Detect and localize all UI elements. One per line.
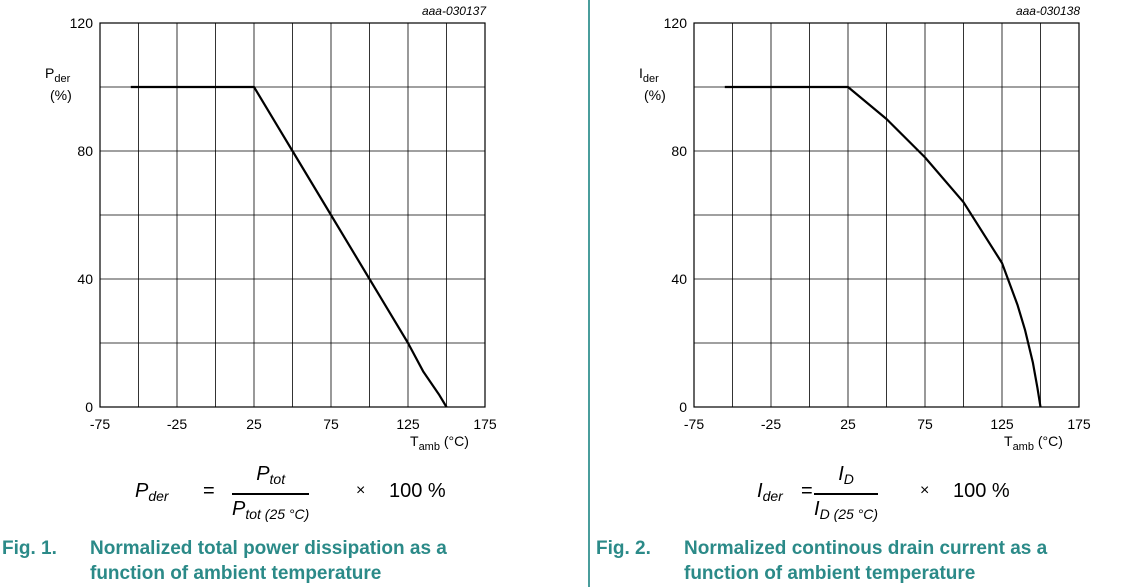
figure-code: aaa-030137: [422, 4, 487, 18]
x-tick-label: -75: [684, 416, 704, 432]
series-line: [130, 85, 448, 408]
y-tick-label: 0: [679, 399, 687, 415]
formula-equals: =: [801, 480, 813, 502]
formula-times: ×: [920, 482, 930, 499]
figure-caption: Fig. 2. Normalized continous drain curre…: [596, 537, 1122, 587]
figure-code: aaa-030138: [1016, 4, 1080, 18]
x-tick-label: -25: [167, 416, 187, 432]
caption-line-1: Normalized total power dissipation as a: [90, 538, 447, 559]
caption-line-1: Normalized continous drain current as a: [684, 538, 1048, 559]
x-tick-label: 25: [840, 416, 856, 432]
x-tick-label: -75: [90, 416, 110, 432]
y-tick-label: 40: [671, 271, 687, 287]
caption-line-2: function of ambient temperature: [90, 563, 382, 584]
plot-frame: [99, 22, 486, 408]
fraction-bar: [232, 493, 310, 495]
y-tick-label: 80: [77, 143, 93, 159]
y-axis-label: Pder: [45, 65, 71, 85]
y-tick-label: 0: [85, 399, 93, 415]
series-line: [724, 85, 1042, 408]
y-axis-unit: (%): [644, 87, 666, 103]
formula-percent: 100 %: [953, 480, 1010, 502]
x-tick-label: -25: [761, 416, 781, 432]
x-tick-label: 75: [917, 416, 933, 432]
formula-equals: =: [203, 480, 215, 502]
formula: Pder: [135, 480, 169, 504]
figure-caption: Fig. 1. Normalized total power dissipati…: [2, 537, 582, 587]
plot-area: [99, 22, 486, 408]
y-tick-label: 120: [664, 15, 688, 31]
y-axis-unit: (%): [50, 87, 72, 103]
plot-frame: [693, 22, 1080, 408]
formula-numerator: Ptot: [256, 463, 286, 487]
x-tick-label: 125: [396, 416, 420, 432]
chart-1: aaa-030137 Pder (%) Tamb (°C) -75 -25 25 75…: [45, 4, 497, 453]
formula-fraction: Ptot Ptot (25 °C): [232, 462, 310, 526]
y-axis-label: Ider: [639, 65, 659, 85]
formula-lhs: Pder: [135, 480, 169, 504]
formula-numerator: ID: [838, 463, 854, 487]
figure-panel-2: aaa-030138 Ider (%) Tamb (°C) -75 -25 25 75…: [594, 0, 1124, 587]
x-tick-label: 25: [246, 416, 262, 432]
x-tick-label: 175: [1067, 416, 1091, 432]
x-tick-label: 175: [473, 416, 497, 432]
fraction-bar: [814, 493, 879, 495]
x-tick-label: 125: [990, 416, 1014, 432]
y-tick-label: 40: [77, 271, 93, 287]
x-axis-label: Tamb (°C): [1004, 433, 1063, 453]
plot-area: [693, 22, 1080, 408]
y-tick-label: 80: [671, 143, 687, 159]
x-tick-label: 75: [323, 416, 339, 432]
formula-times: ×: [356, 482, 366, 499]
caption-number: Fig. 2.: [596, 538, 651, 559]
panel-divider: [588, 0, 590, 587]
chart-2: aaa-030138 Ider (%) Tamb (°C) -75 -25 25 75…: [639, 4, 1091, 453]
caption-number: Fig. 1.: [2, 538, 57, 559]
formula-lhs: Ider: [757, 480, 783, 504]
x-axis-label: Tamb (°C): [410, 433, 469, 453]
formula-denominator: Ptot (25 °C): [232, 497, 310, 522]
formula-percent: 100 %: [389, 480, 446, 502]
y-tick-label: 120: [70, 15, 94, 31]
figure-panel-1: aaa-030137 Pder (%) Tamb (°C) -75 -25 25 75…: [2, 4, 582, 587]
formula-fraction: ID ID (25 °C): [814, 462, 879, 526]
formula-denominator: ID (25 °C): [814, 497, 879, 522]
formula: Ider: [757, 480, 783, 504]
caption-line-2: function of ambient temperature: [684, 563, 976, 584]
